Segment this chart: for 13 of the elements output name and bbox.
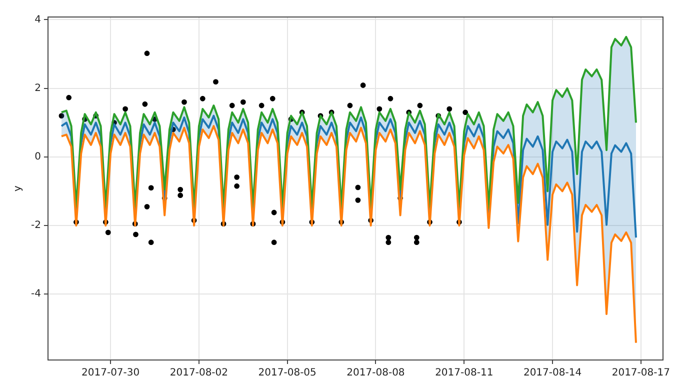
x-tick-label: 2017-07-30: [82, 368, 140, 379]
y-tick-label: 2: [34, 82, 41, 94]
x-tick-label: 2017-08-17: [612, 368, 670, 379]
y-tick-label: 4: [34, 14, 41, 26]
x-tick-label: 2017-08-05: [258, 368, 316, 379]
y-tick-label: 0: [34, 152, 41, 163]
y-axis-title: y: [12, 185, 24, 192]
y-tick-label: -2: [30, 220, 41, 232]
x-tick-label: 2017-08-11: [435, 368, 494, 379]
x-tick-label: 2017-08-08: [346, 368, 405, 379]
x-tick-label: 2017-08-14: [523, 368, 582, 379]
y-tick-label: -4: [30, 288, 41, 300]
x-tick-label: 2017-08-02: [170, 368, 228, 379]
